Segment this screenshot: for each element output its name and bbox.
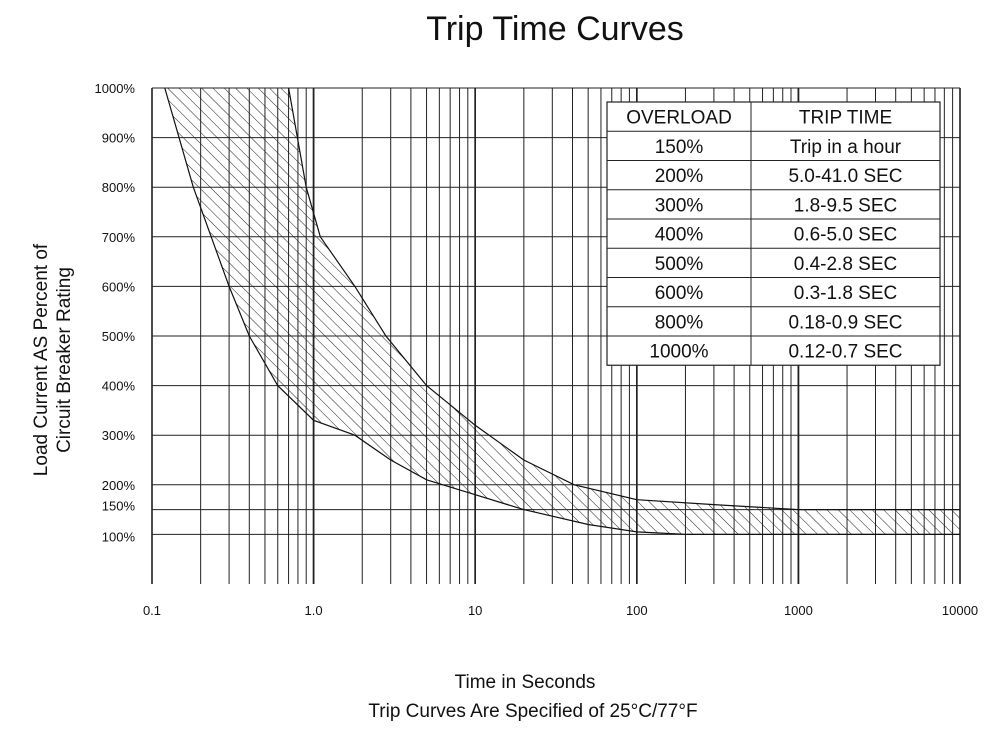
curve-min-trip-curve bbox=[164, 87, 960, 535]
x-tick-label: 100 bbox=[626, 603, 648, 618]
y-axis-label-line-2: Circuit Breaker Rating bbox=[54, 267, 75, 453]
y-tick-label: 400% bbox=[102, 379, 136, 394]
x-tick-label: 0.1 bbox=[143, 603, 161, 618]
table-cell-trip-time: Trip in a hour bbox=[790, 137, 902, 158]
y-tick-label: 150% bbox=[102, 499, 136, 514]
tick-labels: 0.1 1.0 10 100 1000 10000 100% 150% 200% 300% 400%… bbox=[95, 81, 979, 618]
table-header-overload: OVERLOAD bbox=[626, 108, 732, 129]
table-cell-overload: 1000% bbox=[649, 342, 708, 363]
curve-max-trip-curve bbox=[288, 87, 960, 511]
table-cell-overload: 800% bbox=[655, 312, 704, 333]
table-cell-overload: 400% bbox=[655, 225, 704, 246]
x-tick-label: 1.0 bbox=[305, 603, 323, 618]
table-cell-overload: 600% bbox=[655, 283, 704, 304]
x-axis-subtitle: Trip Curves Are Specified of 25°C/77°F bbox=[368, 701, 697, 722]
x-tick-label: 10 bbox=[468, 603, 482, 618]
y-tick-label: 200% bbox=[102, 478, 136, 493]
trip-band-fill bbox=[164, 88, 961, 535]
table-cell-overload: 150% bbox=[655, 137, 704, 158]
trip-band bbox=[164, 87, 961, 535]
table-cell-trip-time: 0.12-0.7 SEC bbox=[788, 342, 902, 363]
chart-title: Trip Time Curves bbox=[426, 10, 684, 48]
table-cell-overload: 500% bbox=[655, 254, 704, 275]
y-tick-label: 100% bbox=[102, 529, 136, 544]
table-cell-overload: 300% bbox=[655, 195, 704, 216]
table-cell-trip-time: 0.4-2.8 SEC bbox=[794, 254, 898, 275]
table-cell-overload: 200% bbox=[655, 166, 704, 187]
y-tick-label: 900% bbox=[102, 131, 136, 146]
y-axis-label-line-1: Load Current AS Percent of bbox=[31, 243, 52, 476]
y-tick-label: 500% bbox=[102, 329, 136, 344]
y-tick-label: 600% bbox=[102, 279, 136, 294]
x-axis-label: Time in Seconds bbox=[455, 672, 596, 693]
table-header-trip-time: TRIP TIME bbox=[799, 108, 892, 129]
x-tick-label: 1000 bbox=[784, 603, 813, 618]
y-tick-label: 700% bbox=[102, 230, 136, 245]
y-tick-label: 300% bbox=[102, 428, 136, 443]
overload-table: OVERLOAD TRIP TIME 150% Trip in a hour 200% 5… bbox=[606, 101, 941, 366]
table-cell-trip-time: 0.3-1.8 SEC bbox=[794, 283, 898, 304]
table-cell-trip-time: 0.6-5.0 SEC bbox=[794, 225, 898, 246]
table-frame bbox=[606, 101, 941, 366]
table-cell-trip-time: 5.0-41.0 SEC bbox=[788, 166, 902, 187]
y-tick-label: 800% bbox=[102, 180, 136, 195]
table-cell-trip-time: 0.18-0.9 SEC bbox=[788, 312, 902, 333]
y-tick-label: 1000% bbox=[95, 81, 136, 96]
table-cell-trip-time: 1.8-9.5 SEC bbox=[794, 195, 898, 216]
x-tick-label: 10000 bbox=[942, 603, 978, 618]
